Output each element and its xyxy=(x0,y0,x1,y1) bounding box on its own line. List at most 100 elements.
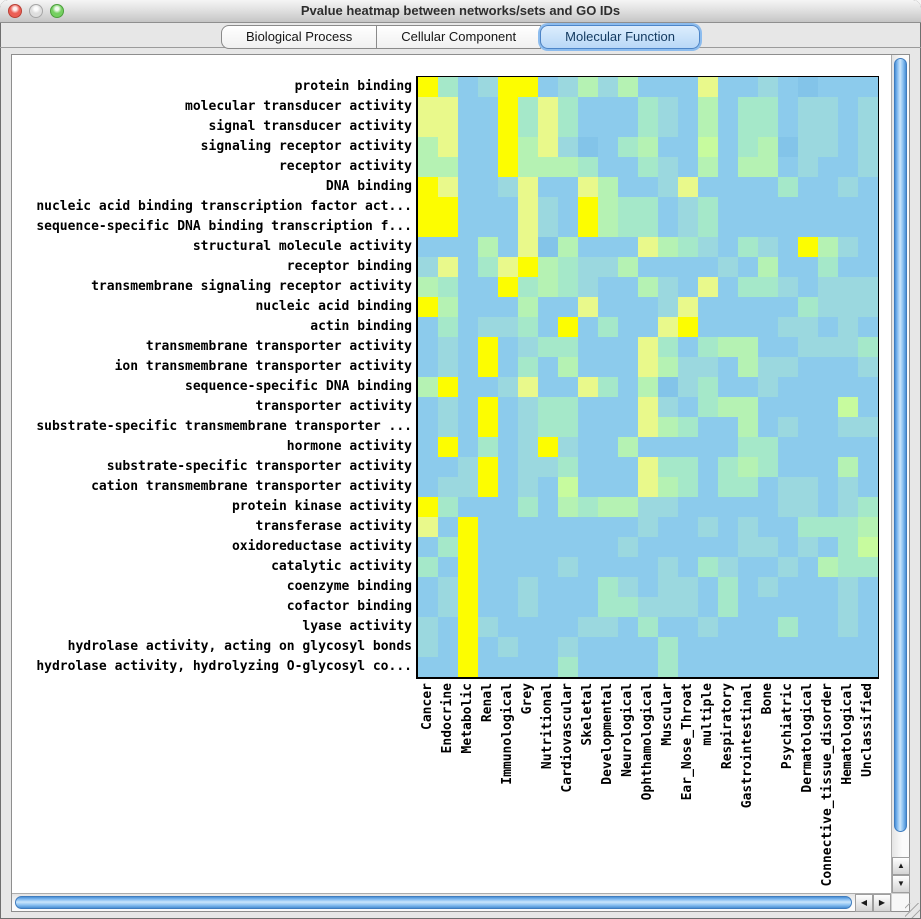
heatmap-cell xyxy=(718,477,738,497)
scroll-down-button[interactable]: ▼ xyxy=(892,875,910,893)
heatmap-cell xyxy=(618,277,638,297)
heatmap-cell xyxy=(478,617,498,637)
tab-molecular-function[interactable]: Molecular Function xyxy=(540,25,700,49)
heatmap-cell xyxy=(438,97,458,117)
heatmap-cell xyxy=(758,417,778,437)
heatmap-cell xyxy=(618,657,638,677)
heatmap-cell xyxy=(618,457,638,477)
heatmap-cell xyxy=(838,137,858,157)
heatmap-cell xyxy=(498,317,518,337)
heatmap-cell xyxy=(518,617,538,637)
heatmap-cell xyxy=(718,257,738,277)
heatmap-cell xyxy=(698,77,718,97)
heatmap-cell xyxy=(838,617,858,637)
heatmap-cell xyxy=(558,377,578,397)
heatmap-cell xyxy=(778,217,798,237)
scroll-left-button[interactable]: ◀ xyxy=(855,894,873,912)
heatmap-cell xyxy=(598,97,618,117)
heatmap-cell xyxy=(738,197,758,217)
heatmap-cell xyxy=(458,437,478,457)
scroll-right-button[interactable]: ▶ xyxy=(873,894,891,912)
heatmap-cell xyxy=(518,177,538,197)
heatmap-cell xyxy=(858,497,878,517)
heatmap-cell xyxy=(758,617,778,637)
heatmap-cell xyxy=(838,637,858,657)
vertical-scrollbar-thumb[interactable] xyxy=(894,58,907,832)
heatmap-cell xyxy=(818,617,838,637)
heatmap-cell xyxy=(758,537,778,557)
heatmap-cell xyxy=(838,257,858,277)
heatmap-cell xyxy=(598,157,618,177)
horizontal-scrollbar[interactable]: ◀ ▶ xyxy=(12,893,891,911)
tab-biological-process[interactable]: Biological Process xyxy=(221,25,377,49)
heatmap-cell xyxy=(418,257,438,277)
heatmap-cell xyxy=(598,617,618,637)
heatmap-cell xyxy=(438,237,458,257)
resize-grip[interactable] xyxy=(905,903,920,918)
tab-cellular-component[interactable]: Cellular Component xyxy=(377,25,541,49)
heatmap-cell xyxy=(718,637,738,657)
heatmap-cell xyxy=(818,337,838,357)
heatmap-cell xyxy=(498,377,518,397)
heatmap-cell xyxy=(658,537,678,557)
heatmap-cell xyxy=(778,517,798,537)
heatmap-cell xyxy=(698,397,718,417)
heatmap-cell xyxy=(698,157,718,177)
heatmap-cell xyxy=(698,297,718,317)
heatmap-cell xyxy=(478,337,498,357)
heatmap-cell xyxy=(538,277,558,297)
column-label: Nutritional xyxy=(538,683,558,889)
heatmap-cell xyxy=(678,437,698,457)
heatmap-cell xyxy=(518,537,538,557)
heatmap-cell xyxy=(478,197,498,217)
column-label: Psychiatric xyxy=(778,683,798,889)
heatmap-cell xyxy=(638,517,658,537)
vertical-scrollbar[interactable]: ▲ ▼ xyxy=(891,55,909,893)
heatmap-cell xyxy=(738,617,758,637)
row-label: catalytic activity xyxy=(12,557,412,577)
heatmap-cell xyxy=(758,277,778,297)
heatmap-cell xyxy=(858,137,878,157)
heatmap-cell xyxy=(798,257,818,277)
heatmap-cell xyxy=(838,557,858,577)
heatmap-cell xyxy=(778,197,798,217)
heatmap-cell xyxy=(418,577,438,597)
heatmap-cell xyxy=(418,377,438,397)
heatmap-cell xyxy=(758,577,778,597)
heatmap-cell xyxy=(458,317,478,337)
heatmap-cell xyxy=(578,217,598,237)
heatmap-cell xyxy=(818,437,838,457)
heatmap-cell xyxy=(498,457,518,477)
heatmap-cell xyxy=(418,237,438,257)
heatmap-cell xyxy=(798,117,818,137)
heatmap-cell xyxy=(658,377,678,397)
column-label: Dermatological xyxy=(798,683,818,889)
left-arrow-icon: ◀ xyxy=(861,899,867,907)
heatmap-cell xyxy=(538,157,558,177)
heatmap-cell xyxy=(738,217,758,237)
heatmap-cell xyxy=(758,597,778,617)
scroll-up-button[interactable]: ▲ xyxy=(892,857,910,875)
heatmap-cell xyxy=(798,497,818,517)
heatmap-cell xyxy=(678,517,698,537)
heatmap-cell xyxy=(858,437,878,457)
heatmap-cell xyxy=(418,457,438,477)
row-label: hormone activity xyxy=(12,437,412,457)
heatmap-cell xyxy=(618,117,638,137)
heatmap-cell xyxy=(658,417,678,437)
horizontal-scrollbar-thumb[interactable] xyxy=(15,896,852,909)
heatmap-cell xyxy=(778,357,798,377)
row-label: hydrolase activity, acting on glycosyl b… xyxy=(12,637,412,657)
heatmap-cell xyxy=(698,637,718,657)
heatmap-cell xyxy=(698,317,718,337)
heatmap-cell xyxy=(678,497,698,517)
heatmap-cell xyxy=(598,337,618,357)
heatmap-cell xyxy=(698,257,718,277)
heatmap-cell xyxy=(418,617,438,637)
heatmap-cell xyxy=(538,557,558,577)
heatmap-cell xyxy=(738,557,758,577)
heatmap-cell xyxy=(438,117,458,137)
heatmap-cell xyxy=(418,217,438,237)
heatmap-cell xyxy=(578,377,598,397)
heatmap-cell xyxy=(418,517,438,537)
